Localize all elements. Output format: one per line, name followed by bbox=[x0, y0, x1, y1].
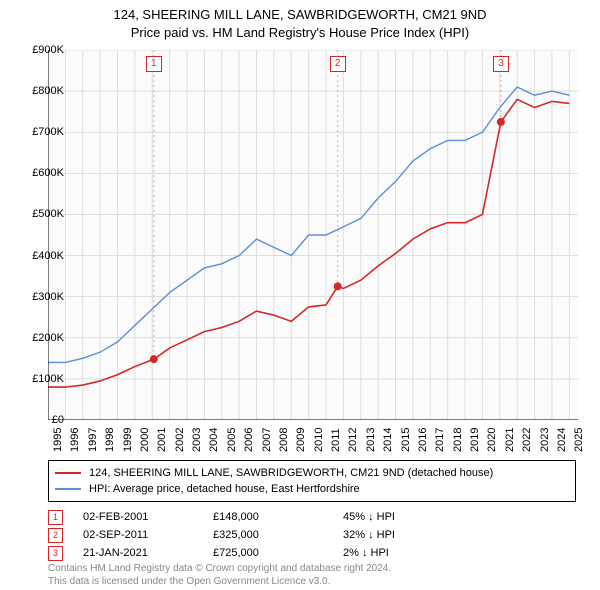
y-tick-label: £200K bbox=[20, 332, 64, 344]
x-tick-label: 2025 bbox=[573, 428, 585, 452]
event-row: 3 21-JAN-2021£725,0002% ↓ HPI bbox=[48, 544, 473, 562]
chart-plot-area bbox=[48, 50, 578, 420]
x-tick-label: 1999 bbox=[122, 428, 134, 452]
x-tick-label: 2010 bbox=[313, 428, 325, 452]
event-pct: 2% ↓ HPI bbox=[343, 547, 473, 559]
x-tick-label: 2023 bbox=[539, 428, 551, 452]
x-tick-label: 2015 bbox=[400, 428, 412, 452]
event-marker-1: 1 bbox=[146, 56, 162, 72]
x-tick-label: 2013 bbox=[365, 428, 377, 452]
chart-svg bbox=[48, 50, 578, 420]
legend-swatch bbox=[55, 472, 81, 474]
x-tick-label: 2022 bbox=[521, 428, 533, 452]
legend: 124, SHEERING MILL LANE, SAWBRIDGEWORTH,… bbox=[48, 460, 576, 502]
y-tick-label: £0 bbox=[20, 414, 64, 426]
x-tick-label: 2003 bbox=[191, 428, 203, 452]
event-row: 1 02-FEB-2001£148,00045% ↓ HPI bbox=[48, 508, 473, 526]
event-row-marker: 2 bbox=[48, 528, 63, 543]
event-price: £148,000 bbox=[213, 511, 343, 523]
event-marker-2: 2 bbox=[330, 56, 346, 72]
y-tick-label: £300K bbox=[20, 291, 64, 303]
x-tick-label: 1995 bbox=[52, 428, 64, 452]
event-date: 02-SEP-2011 bbox=[83, 529, 213, 541]
event-row: 2 02-SEP-2011£325,00032% ↓ HPI bbox=[48, 526, 473, 544]
y-tick-label: £600K bbox=[20, 167, 64, 179]
x-tick-label: 2017 bbox=[434, 428, 446, 452]
x-tick-label: 2005 bbox=[226, 428, 238, 452]
x-tick-label: 2007 bbox=[261, 428, 273, 452]
title-line-2: Price paid vs. HM Land Registry's House … bbox=[0, 24, 600, 42]
x-tick-label: 2001 bbox=[156, 428, 168, 452]
event-date: 21-JAN-2021 bbox=[83, 547, 213, 559]
event-price: £725,000 bbox=[213, 547, 343, 559]
x-tick-label: 2011 bbox=[330, 428, 342, 452]
legend-label: 124, SHEERING MILL LANE, SAWBRIDGEWORTH,… bbox=[89, 467, 493, 479]
x-tick-label: 1998 bbox=[104, 428, 116, 452]
y-tick-label: £700K bbox=[20, 126, 64, 138]
x-tick-label: 2002 bbox=[174, 428, 186, 452]
legend-label: HPI: Average price, detached house, East… bbox=[89, 483, 360, 495]
y-tick-label: £500K bbox=[20, 208, 64, 220]
event-pct: 32% ↓ HPI bbox=[343, 529, 473, 541]
x-tick-label: 2004 bbox=[208, 428, 220, 452]
title-line-1: 124, SHEERING MILL LANE, SAWBRIDGEWORTH,… bbox=[0, 6, 600, 24]
chart-container: 124, SHEERING MILL LANE, SAWBRIDGEWORTH,… bbox=[0, 0, 600, 590]
y-tick-label: £800K bbox=[20, 85, 64, 97]
x-tick-label: 2024 bbox=[556, 428, 568, 452]
x-tick-label: 2008 bbox=[278, 428, 290, 452]
event-pct: 45% ↓ HPI bbox=[343, 511, 473, 523]
x-tick-label: 2021 bbox=[504, 428, 516, 452]
y-tick-label: £900K bbox=[20, 44, 64, 56]
x-tick-label: 2000 bbox=[139, 428, 151, 452]
legend-row: 124, SHEERING MILL LANE, SAWBRIDGEWORTH,… bbox=[55, 465, 569, 481]
event-price: £325,000 bbox=[213, 529, 343, 541]
legend-row: HPI: Average price, detached house, East… bbox=[55, 481, 569, 497]
footer-line-2: This data is licensed under the Open Gov… bbox=[48, 575, 391, 588]
x-tick-label: 1997 bbox=[87, 428, 99, 452]
event-row-marker: 1 bbox=[48, 510, 63, 525]
event-marker-3: 3 bbox=[493, 56, 509, 72]
x-tick-label: 2009 bbox=[295, 428, 307, 452]
x-tick-label: 2016 bbox=[417, 428, 429, 452]
x-tick-label: 1996 bbox=[69, 428, 81, 452]
footer-line-1: Contains HM Land Registry data © Crown c… bbox=[48, 562, 391, 575]
legend-swatch bbox=[55, 488, 81, 490]
x-tick-label: 2018 bbox=[452, 428, 464, 452]
event-table: 1 02-FEB-2001£148,00045% ↓ HPI 2 02-SEP-201… bbox=[48, 508, 473, 562]
x-tick-label: 2014 bbox=[382, 428, 394, 452]
y-tick-label: £100K bbox=[20, 373, 64, 385]
event-date: 02-FEB-2001 bbox=[83, 511, 213, 523]
x-tick-label: 2012 bbox=[347, 428, 359, 452]
y-tick-label: £400K bbox=[20, 250, 64, 262]
x-tick-label: 2019 bbox=[469, 428, 481, 452]
x-tick-label: 2006 bbox=[243, 428, 255, 452]
x-tick-label: 2020 bbox=[486, 428, 498, 452]
footer-attribution: Contains HM Land Registry data © Crown c… bbox=[48, 562, 391, 588]
event-row-marker: 3 bbox=[48, 546, 63, 561]
title-block: 124, SHEERING MILL LANE, SAWBRIDGEWORTH,… bbox=[0, 0, 600, 42]
